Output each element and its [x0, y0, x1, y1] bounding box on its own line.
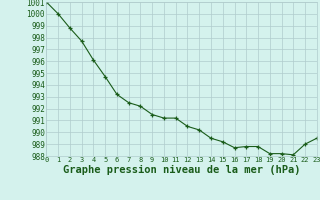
- X-axis label: Graphe pression niveau de la mer (hPa): Graphe pression niveau de la mer (hPa): [63, 165, 300, 175]
